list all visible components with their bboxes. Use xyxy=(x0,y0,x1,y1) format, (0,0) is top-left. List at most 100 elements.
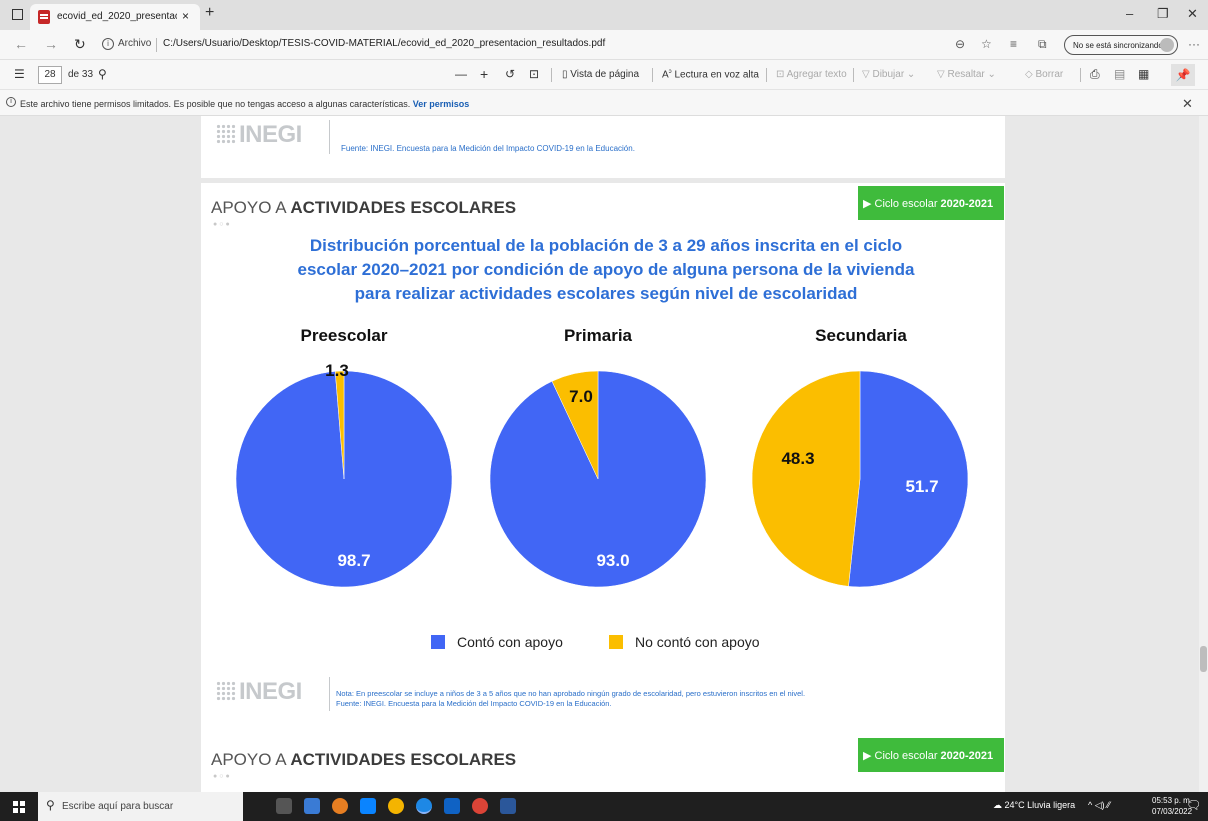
word-icon[interactable] xyxy=(500,798,516,814)
sync-button[interactable]: No se está sincronizando xyxy=(1064,35,1178,55)
source-text: Fuente: INEGI. Encuesta para la Medición… xyxy=(341,144,635,153)
search-icon[interactable]: ⚲ xyxy=(98,67,107,81)
save-icon[interactable]: ▤ xyxy=(1114,67,1126,81)
notifications-icon[interactable]: 🗨 xyxy=(1186,798,1202,812)
chrome-profile-icon[interactable] xyxy=(472,798,488,814)
info-icon: i xyxy=(6,97,16,107)
restore-icon[interactable]: ❐ xyxy=(1157,6,1169,21)
page-dots: ●○● xyxy=(213,221,232,228)
tab-close-button[interactable]: × xyxy=(182,9,190,23)
url-input[interactable]: C:/Users/Usuario/Desktop/TESIS-COVID-MAT… xyxy=(163,38,606,49)
divider xyxy=(766,68,767,82)
divider xyxy=(329,120,330,154)
note-text: Nota: En preescolar se incluye a niños d… xyxy=(336,689,806,708)
legend-no-apoyo: No contó con apoyo xyxy=(609,634,760,650)
zoom-in-button[interactable]: + xyxy=(480,66,489,82)
favorites-list-icon[interactable]: ≡ xyxy=(1010,37,1018,51)
pie-title-primaria: Primaria xyxy=(563,326,633,345)
draw-button[interactable]: ▽ Dibujar ⌄ xyxy=(862,69,916,80)
permissions-infobar: i Este archivo tiene permisos limitados.… xyxy=(0,90,1208,116)
rotate-icon[interactable]: ↺ xyxy=(505,67,516,81)
site-info-icon[interactable]: i xyxy=(102,38,114,50)
vertical-scrollbar[interactable] xyxy=(1199,116,1208,792)
clock[interactable]: 05:53 p. m. 07/03/2022 xyxy=(1152,796,1193,816)
chart-title: Distribución porcentual de la población … xyxy=(297,236,915,303)
scrollbar-thumb[interactable] xyxy=(1200,646,1207,672)
browser-tab[interactable]: ecovid_ed_2020_presentacion_re × xyxy=(30,4,200,30)
section-title: APOYO A ACTIVIDADES ESCOLARES xyxy=(211,750,517,769)
ciclo-badge: ▶ Ciclo escolar 2020-2021 xyxy=(858,186,1004,220)
archivo-label: Archivo xyxy=(118,38,152,49)
new-tab-button[interactable]: + xyxy=(205,4,215,21)
pie-label-secundaria-no-apoyo: 48.3 xyxy=(781,449,814,468)
forward-icon[interactable]: → xyxy=(44,36,58,52)
pdf-page-next: APOYO A ACTIVIDADES ESCOLARES ●○● ▶ Cicl… xyxy=(201,738,1005,792)
page-dots: ●○● xyxy=(213,773,232,780)
pie-slice-secundaria-apoyo xyxy=(848,370,969,588)
fit-page-icon[interactable]: ⊡ xyxy=(529,67,540,81)
collections-icon[interactable]: ⧉ xyxy=(1038,37,1047,51)
read-aloud-button[interactable]: Aↄ Lectura en voz alta xyxy=(662,69,759,81)
add-text-button[interactable]: ⊡ Agregar texto xyxy=(776,69,847,80)
pie-label-preescolar-no-apoyo: 1.3 xyxy=(325,361,349,380)
tab-actions-icon[interactable] xyxy=(12,9,23,20)
page-number-input[interactable]: 28 xyxy=(38,66,62,84)
infobar-close-icon[interactable]: ✕ xyxy=(1182,96,1193,111)
add-text-label: Agregar texto xyxy=(786,69,847,80)
ciclo-badge: ▶ Ciclo escolar 2020-2021 xyxy=(858,738,1004,772)
mail-icon[interactable] xyxy=(360,798,376,814)
page-view-button[interactable]: ▯ Vista de página xyxy=(562,69,640,80)
pie-label-preescolar-apoyo: 98.7 xyxy=(337,551,370,570)
pie-slice-preescolar-no-apoyo xyxy=(334,370,345,480)
section-title: APOYO A ACTIVIDADES ESCOLARES xyxy=(211,198,517,217)
divider xyxy=(652,68,653,82)
inegi-logo: INEGI xyxy=(216,678,302,706)
legend-swatch xyxy=(431,635,445,649)
weather-widget[interactable]: ☁ 24°C Lluvia ligera xyxy=(993,800,1076,810)
divider xyxy=(551,68,552,82)
tray-icons[interactable]: ^ ◁) ⁄⁄ xyxy=(1088,800,1111,810)
title-bar: ecovid_ed_2020_presentacion_re × + – ❐ ✕ xyxy=(0,0,1208,30)
file-explorer-icon[interactable] xyxy=(304,798,320,814)
zoom-icon[interactable]: ⊖ xyxy=(955,37,966,51)
task-view-icon[interactable] xyxy=(276,798,292,814)
firefox-icon[interactable] xyxy=(332,798,348,814)
taskbar-search[interactable]: ⚲ Escribe aquí para buscar xyxy=(38,792,243,821)
divider xyxy=(156,38,157,52)
divider xyxy=(329,677,330,711)
store-icon[interactable] xyxy=(444,798,460,814)
pie-label-primaria-no-apoyo: 7.0 xyxy=(569,387,593,406)
highlight-button[interactable]: ▽ Resaltar ⌄ xyxy=(937,69,996,80)
minimize-icon[interactable]: – xyxy=(1126,6,1134,21)
pie-title-preescolar: Preescolar xyxy=(300,326,388,345)
windows-start-icon[interactable] xyxy=(13,801,25,813)
pdf-document-area[interactable]: INEGI Fuente: INEGI. Encuesta para la Me… xyxy=(0,116,1208,792)
save-as-icon[interactable]: ▦ xyxy=(1138,67,1150,81)
pie-slice-secundaria-no-apoyo xyxy=(751,370,861,587)
sync-label: No se está sincronizando xyxy=(1073,41,1163,50)
pdf-page-previous: INEGI Fuente: INEGI. Encuesta para la Me… xyxy=(201,116,1005,178)
legend-apoyo: Contó con apoyo xyxy=(431,634,563,650)
pin-toolbar-icon[interactable]: 📌 xyxy=(1171,64,1195,86)
edge-icon[interactable] xyxy=(416,798,432,814)
zoom-out-button[interactable]: — xyxy=(455,67,467,81)
window-close-icon[interactable]: ✕ xyxy=(1187,6,1198,21)
contents-icon[interactable]: ☰ xyxy=(14,67,25,81)
print-icon[interactable]: ⎙ xyxy=(1090,67,1100,81)
pie-title-secundaria: Secundaria xyxy=(815,326,907,345)
back-icon[interactable]: ← xyxy=(14,36,28,52)
favorite-icon[interactable]: ☆ xyxy=(981,37,992,51)
chrome-icon[interactable] xyxy=(388,798,404,814)
taskbar: ⚲ Escribe aquí para buscar ☁ 24°C Lluvia… xyxy=(0,792,1208,821)
tab-title: ecovid_ed_2020_presentacion_re xyxy=(57,11,177,22)
inegi-logo: INEGI xyxy=(216,121,302,149)
pdf-page-current: APOYO A ACTIVIDADES ESCOLARES ●○● ▶ Cicl… xyxy=(201,183,1005,789)
read-aloud-label: Lectura en voz alta xyxy=(674,69,759,81)
refresh-icon[interactable]: ↻ xyxy=(74,36,86,52)
legend-swatch xyxy=(609,635,623,649)
view-permissions-link[interactable]: Ver permisos xyxy=(412,99,470,109)
more-menu-icon[interactable]: ··· xyxy=(1188,37,1200,51)
infobar-message: Este archivo tiene permisos limitados. E… xyxy=(20,99,411,109)
search-icon: ⚲ xyxy=(46,798,55,812)
erase-button[interactable]: ◇ Borrar xyxy=(1025,69,1064,80)
